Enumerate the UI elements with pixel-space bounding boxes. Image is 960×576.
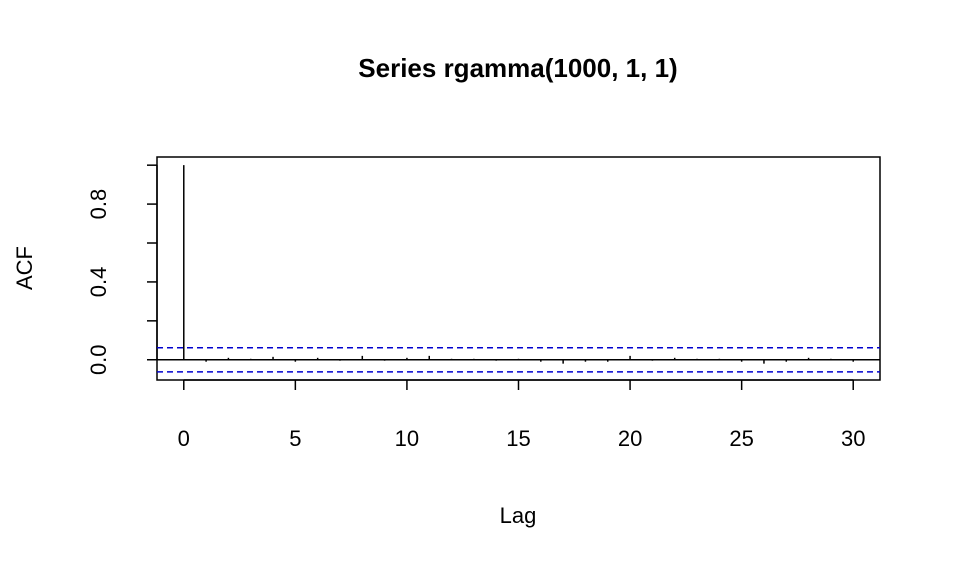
x-tick-label: 0 — [178, 426, 190, 451]
x-tick-label: 10 — [395, 426, 419, 451]
plot-frame — [156, 156, 881, 381]
y-tick-label: 0.8 — [86, 189, 111, 220]
x-tick-label: 30 — [841, 426, 865, 451]
x-tick-label: 15 — [506, 426, 530, 451]
y-axis-label: ACF — [12, 246, 37, 290]
x-axis-label: Lag — [500, 503, 537, 528]
x-tick-label: 5 — [289, 426, 301, 451]
x-tick-label: 25 — [729, 426, 753, 451]
y-tick-label: 0.0 — [86, 344, 111, 375]
y-tick-label: 0.4 — [86, 267, 111, 298]
chart-title: Series rgamma(1000, 1, 1) — [358, 53, 677, 83]
x-tick-label: 20 — [618, 426, 642, 451]
